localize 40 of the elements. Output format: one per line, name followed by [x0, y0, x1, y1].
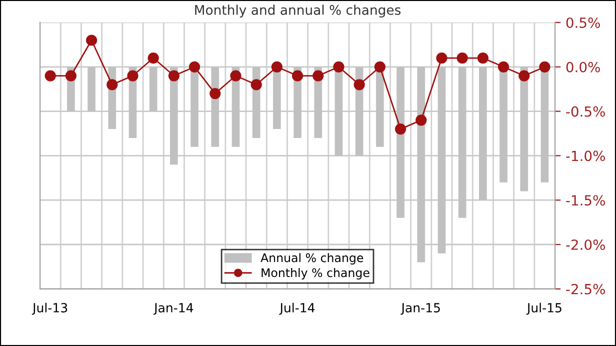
point — [168, 70, 180, 82]
point — [86, 34, 98, 46]
point — [518, 70, 530, 82]
chart-title: Monthly and annual % changes — [195, 4, 401, 18]
point — [498, 61, 510, 72]
point — [148, 52, 159, 64]
point — [65, 70, 76, 82]
y-tick-label: -1.5% — [566, 195, 605, 206]
point — [210, 88, 221, 100]
point — [230, 70, 242, 82]
point — [292, 70, 304, 82]
y-tick-label: -0.5% — [566, 106, 605, 117]
point — [456, 52, 468, 64]
y-tick-label: -2.5% — [566, 284, 605, 294]
point — [250, 79, 262, 90]
point — [539, 61, 550, 72]
point — [374, 61, 386, 72]
legend-label: Annual % change — [260, 253, 364, 264]
point — [394, 124, 406, 135]
point — [312, 70, 324, 82]
y-tick-label: -2.0% — [566, 239, 605, 250]
point — [188, 61, 200, 72]
x-tick-label: Jul-14 — [279, 302, 315, 315]
x-tick-label: Jan-15 — [400, 303, 440, 315]
point — [354, 79, 365, 90]
point — [333, 61, 344, 72]
legend-label: Monthly % change — [262, 268, 370, 280]
y-tick-label: 0.0% — [566, 62, 600, 72]
point — [44, 70, 56, 82]
y-tick-label: -1.0% — [566, 150, 605, 162]
x-tick-label: Jul-15 — [526, 302, 562, 315]
point — [436, 52, 448, 64]
x-tick-label: Jan-14 — [153, 303, 194, 315]
point — [271, 61, 282, 72]
point — [127, 70, 138, 82]
point — [416, 114, 427, 126]
point — [106, 79, 118, 90]
x-tick-label: Jul-13 — [32, 302, 68, 315]
point — [477, 52, 488, 64]
y-tick-label: 0.5% — [566, 17, 600, 28]
